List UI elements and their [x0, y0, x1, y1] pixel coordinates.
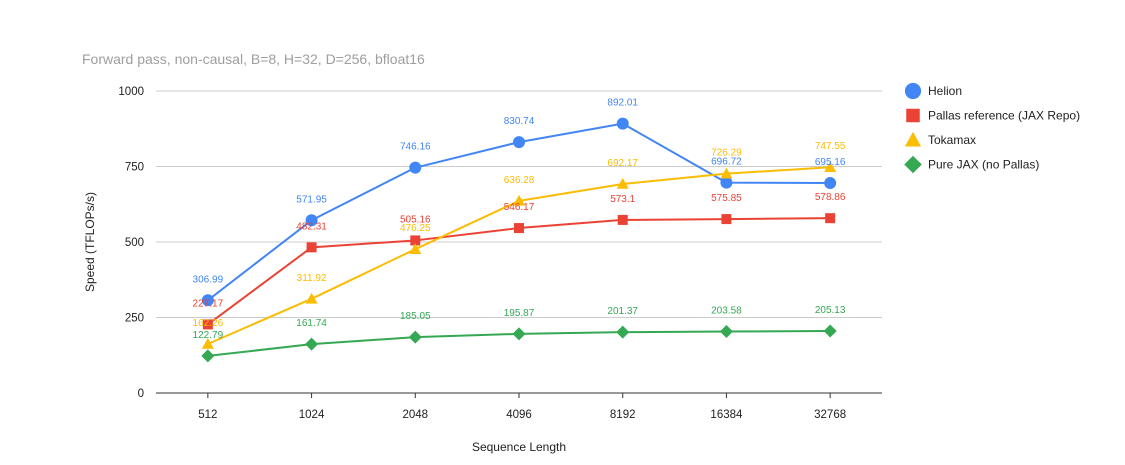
data-label: 162.26	[193, 318, 224, 329]
data-point	[408, 330, 422, 344]
data-label: 892.01	[607, 98, 638, 109]
data-label: 476.25	[400, 223, 431, 234]
legend-item: Pallas reference (JAX Repo)	[906, 109, 1080, 123]
data-label: 578.86	[815, 192, 846, 203]
data-point	[305, 292, 318, 304]
data-label: 201.37	[607, 306, 638, 317]
data-point	[721, 214, 732, 225]
y-tick-label: 250	[125, 313, 144, 325]
series-pure-jax-no-pallas	[201, 324, 837, 363]
y-tick-label: 1000	[118, 86, 144, 98]
data-point	[201, 337, 214, 349]
y-tick-label: 500	[125, 237, 144, 249]
data-point	[410, 235, 421, 246]
data-label: 195.87	[504, 308, 535, 319]
x-axis-title: Sequence Length	[472, 440, 566, 454]
series-helion	[201, 117, 837, 307]
data-label: 726.29	[711, 148, 742, 159]
data-label: 205.13	[815, 305, 846, 316]
data-label: 830.74	[504, 116, 535, 127]
series-tokamax	[201, 161, 837, 349]
data-point	[824, 161, 837, 173]
chart-title: Forward pass, non-causal, B=8, H=32, D=2…	[82, 51, 425, 67]
data-point	[409, 161, 422, 174]
data-point	[720, 176, 733, 189]
x-tick-label: 1024	[299, 409, 325, 421]
data-label: 575.85	[711, 193, 742, 204]
legend-label: Pure JAX (no Pallas)	[928, 158, 1039, 172]
data-label: 573.1	[610, 194, 635, 205]
x-tick-label: 512	[198, 409, 217, 421]
y-axis-title: Speed (TFLOPs/s)	[83, 192, 97, 292]
grid-lines	[156, 90, 882, 318]
data-label: 203.58	[711, 306, 742, 317]
legend: Helion Pallas reference (JAX Repo) Tokamax…	[904, 82, 1080, 174]
data-point	[825, 213, 836, 224]
data-point	[306, 242, 317, 253]
x-tick-label: 4096	[506, 409, 532, 421]
data-labels: 306.99 571.95 746.16 830.74 892.01 696.72 695.…	[193, 98, 846, 341]
data-point	[409, 243, 422, 254]
legend-label: Tokamax	[928, 133, 976, 147]
data-label: 122.79	[193, 330, 224, 341]
legend-marker	[904, 131, 922, 147]
data-label: 482.31	[296, 221, 327, 232]
data-point	[616, 325, 630, 339]
data-point	[305, 337, 319, 351]
series-pallas-reference-jax-repo	[202, 213, 836, 330]
data-label: 505.16	[400, 214, 431, 225]
legend-marker	[904, 82, 922, 100]
y-tick-label: 750	[125, 162, 144, 174]
data-point	[201, 294, 214, 307]
series-layer	[201, 117, 837, 363]
legend-label: Helion	[928, 84, 962, 98]
data-point	[514, 223, 524, 234]
x-tick-label: 32768	[814, 409, 846, 421]
data-label: 746.16	[400, 142, 431, 153]
data-label: 227.17	[193, 298, 224, 309]
data-point	[616, 177, 629, 189]
x-tick-label: 2048	[402, 409, 428, 421]
data-point	[513, 194, 525, 206]
data-point	[512, 327, 526, 341]
axes: 0 250 500 750 1000 512 1024 2048 4096 8192 16384 32…	[118, 86, 882, 421]
data-point	[513, 136, 525, 149]
data-point	[720, 167, 733, 179]
data-label: 161.74	[296, 318, 327, 329]
x-tick-label: 8192	[610, 409, 636, 421]
legend-item: Pure JAX (no Pallas)	[904, 155, 1039, 174]
data-point	[305, 214, 318, 227]
legend-item: Tokamax	[904, 131, 976, 147]
legend-marker	[904, 155, 922, 174]
data-label: 695.16	[815, 157, 846, 168]
data-point	[616, 117, 629, 130]
legend-marker	[906, 108, 920, 123]
data-label: 696.72	[711, 157, 742, 168]
legend-item: Helion	[904, 82, 962, 100]
data-label: 692.17	[607, 158, 638, 169]
data-point	[719, 325, 733, 339]
data-point	[824, 177, 837, 190]
data-label: 546.17	[504, 202, 535, 213]
y-tick-label: 0	[138, 388, 144, 400]
data-label: 306.99	[193, 274, 224, 285]
legend-label: Pallas reference (JAX Repo)	[928, 109, 1080, 123]
x-tick-label: 16384	[710, 409, 743, 421]
data-point	[202, 319, 213, 330]
data-label: 571.95	[296, 194, 327, 205]
data-label: 185.05	[400, 311, 431, 322]
data-point	[617, 214, 628, 225]
data-label: 747.55	[815, 141, 846, 152]
data-point	[201, 349, 215, 363]
data-point	[823, 324, 837, 338]
data-label: 636.28	[504, 175, 535, 186]
data-label: 311.92	[297, 273, 327, 284]
